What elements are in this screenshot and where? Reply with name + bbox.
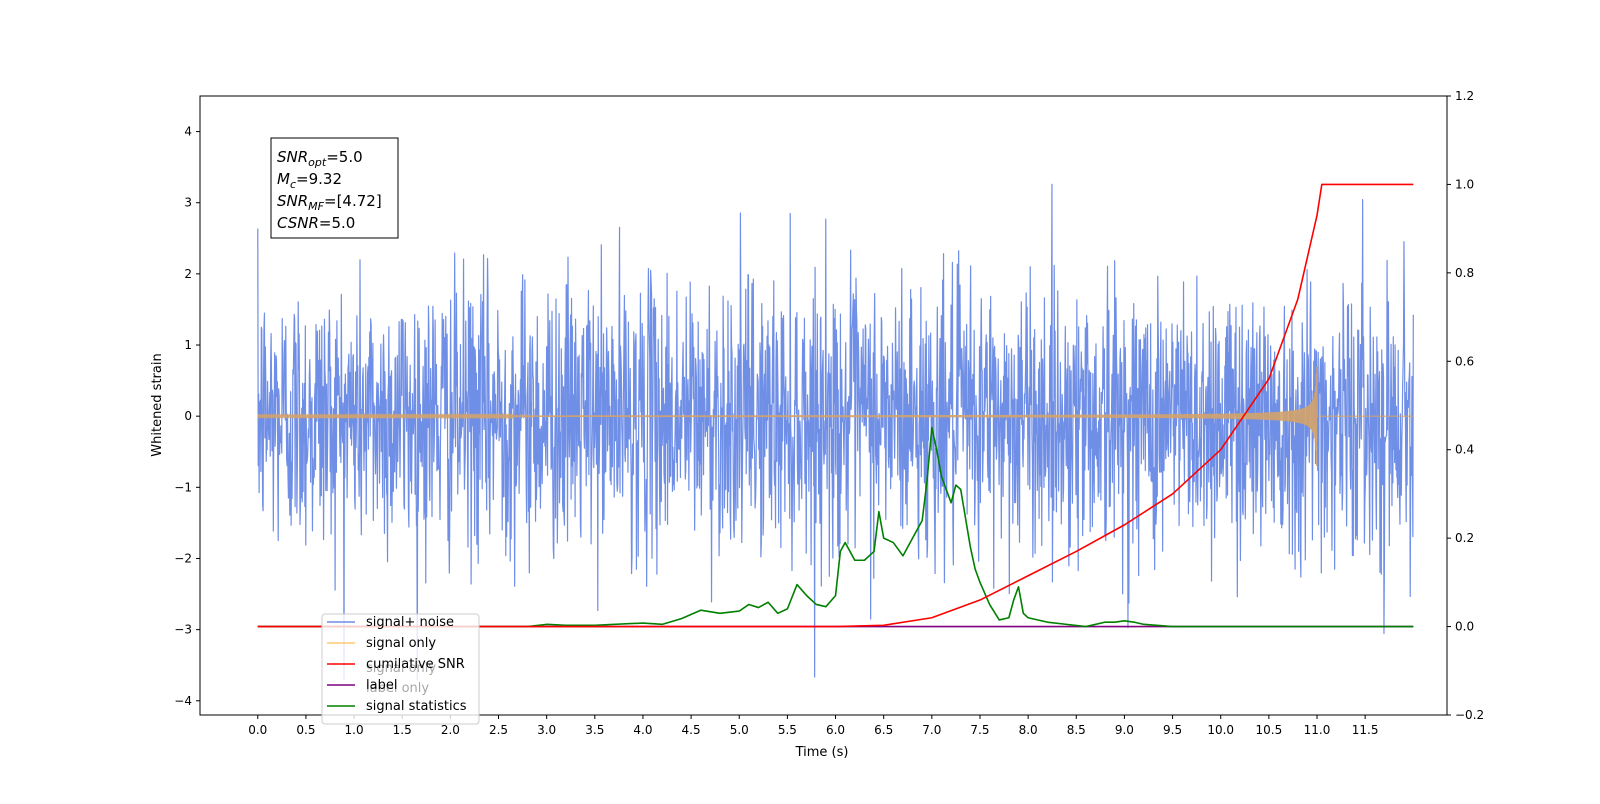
x-tick-label: 10.0 — [1207, 723, 1234, 737]
y-left-tick-label: −3 — [174, 623, 192, 637]
x-tick-label: 8.5 — [1067, 723, 1086, 737]
x-tick-label: 5.5 — [778, 723, 797, 737]
x-tick-label: 9.5 — [1163, 723, 1182, 737]
y-left-tick-label: 0 — [184, 409, 192, 423]
legend-overlap-text: signal only — [366, 661, 436, 676]
y-right-tick-label: −0.2 — [1455, 708, 1484, 722]
y-left-tick-label: 2 — [184, 267, 192, 281]
x-tick-label: 6.0 — [826, 723, 845, 737]
x-tick-label: 0.5 — [296, 723, 315, 737]
y-right-tick-label: 0.4 — [1455, 443, 1474, 457]
y-right-tick-label: 1.2 — [1455, 89, 1474, 103]
series-signal-statistics — [257, 426, 1414, 628]
x-tick-label: 7.0 — [922, 723, 941, 737]
info-line: SNRopt=5.0 — [277, 148, 363, 169]
y-right-tick-label: 0.2 — [1455, 531, 1474, 545]
y-right-tick-label: 0.6 — [1455, 354, 1474, 368]
y-left-tick-label: −1 — [174, 480, 192, 494]
legend-label: cumilative SNR — [366, 657, 465, 672]
y-left-tick-label: −2 — [174, 551, 192, 565]
y-left-tick-label: −4 — [174, 694, 192, 708]
info-line: Mc=9.32 — [277, 170, 342, 191]
legend: signal only label only signal+ noise signal… — [321, 613, 480, 725]
series-signal-only — [257, 366, 1414, 466]
legend-frame — [321, 613, 480, 725]
y-right-tick-label: 0.0 — [1455, 620, 1474, 634]
x-tick-label: 9.0 — [1115, 723, 1134, 737]
y-axis-left-ticks: −4 −3 −2 −1 0 1 2 3 4 — [174, 125, 200, 708]
y-left-tick-label: 3 — [184, 196, 192, 210]
info-box-frame — [270, 137, 399, 239]
y-axis-label: Whitened strain — [150, 353, 165, 456]
y-left-tick-label: 4 — [184, 125, 192, 139]
x-tick-label: 4.0 — [633, 723, 652, 737]
x-tick-label: 10.5 — [1255, 723, 1282, 737]
y-right-tick-label: 0.8 — [1455, 266, 1474, 280]
x-tick-label: 5.0 — [730, 723, 749, 737]
x-tick-label: 2.5 — [489, 723, 508, 737]
series-cumulative-snr — [257, 183, 1414, 628]
x-axis-ticks: 0.0 0.5 1.0 1.5 2.0 2.5 3.0 3.5 4.0 4.5 5.0 5.5 6.0 6… — [248, 715, 1379, 737]
axes-frame — [199, 95, 1448, 716]
plot-area — [257, 183, 1414, 681]
info-line: CSNR=5.0 — [277, 214, 355, 232]
y-axis-right-ticks: −0.2 0.0 0.2 0.4 0.6 0.8 1.0 1.2 — [1447, 89, 1484, 722]
x-tick-label: 11.0 — [1304, 723, 1331, 737]
legend-label: signal+ noise — [366, 615, 454, 630]
legend-label: signal statistics — [366, 699, 467, 714]
legend-label: label — [366, 678, 397, 693]
y-left-tick-label: 1 — [184, 338, 192, 352]
y-right-tick-label: 1.0 — [1455, 177, 1474, 191]
legend-label: signal only — [366, 636, 436, 651]
x-tick-label: 3.5 — [585, 723, 604, 737]
x-tick-label: 8.0 — [1019, 723, 1038, 737]
legend-overlap-text: label only — [366, 681, 429, 696]
x-tick-label: 1.0 — [345, 723, 364, 737]
x-tick-label: 11.5 — [1352, 723, 1379, 737]
x-tick-label: 3.0 — [537, 723, 556, 737]
series-signal-noise — [257, 183, 1414, 681]
x-tick-label: 2.0 — [441, 723, 460, 737]
x-tick-label: 4.5 — [682, 723, 701, 737]
x-tick-label: 7.5 — [970, 723, 989, 737]
x-axis-label: Time (s) — [795, 745, 849, 760]
info-line: SNRMF=[4.72] — [277, 192, 382, 213]
x-tick-label: 1.5 — [393, 723, 412, 737]
x-tick-label: 6.5 — [874, 723, 893, 737]
x-tick-label: 0.0 — [248, 723, 267, 737]
